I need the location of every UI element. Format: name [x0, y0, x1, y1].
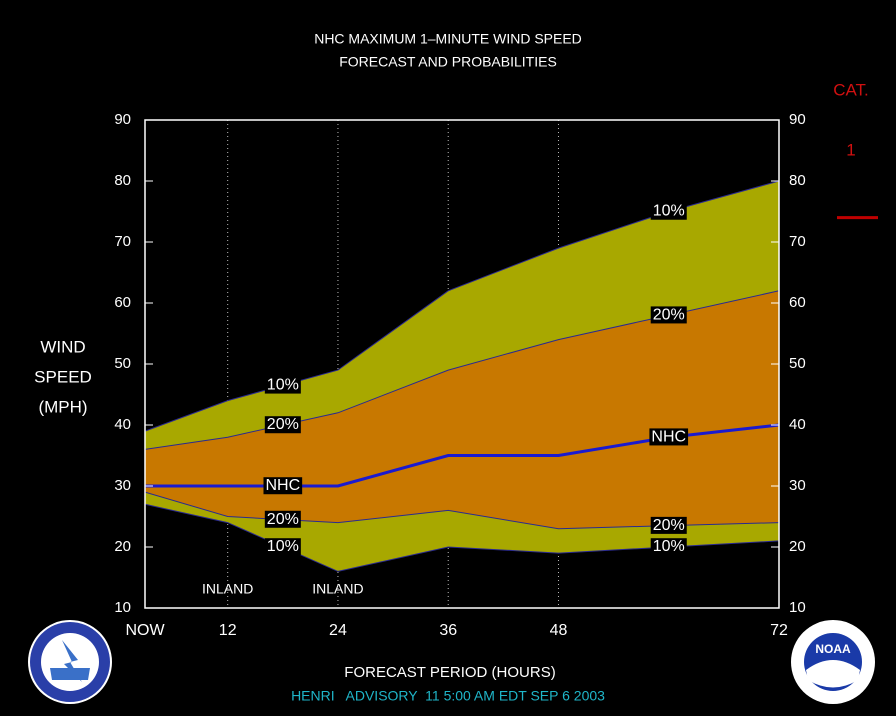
y2-tick-label: 70 [789, 233, 806, 250]
series-label-text: 10% [653, 538, 685, 555]
y-tick-label: 70 [114, 233, 131, 250]
series-label: 20% [650, 516, 687, 534]
y2-tick-label: 10 [789, 599, 806, 616]
series-label-text: 20% [267, 511, 299, 528]
series-label: NHC [649, 428, 689, 446]
y2-tick-label: 60 [789, 294, 806, 311]
y2-tick-label: 50 [789, 355, 806, 372]
y-tick-label: 40 [114, 416, 131, 433]
category-heading: CAT. [833, 80, 869, 99]
label-background [264, 510, 301, 528]
annotation: INLAND [202, 581, 253, 597]
series-label: 10% [264, 376, 301, 394]
y-tick-label: 90 [114, 111, 131, 128]
label-background [264, 376, 301, 394]
y-axis-label: (MPH) [38, 397, 87, 416]
annotation: INLAND [312, 581, 363, 597]
series-label-text: 20% [653, 517, 685, 534]
logo-shape [806, 660, 860, 688]
series-label-text: 10% [267, 377, 299, 394]
series-label: 10% [264, 538, 301, 556]
series-label-text: NHC [651, 428, 686, 445]
x-tick-label: NOW [125, 622, 165, 639]
series-label-text: NHC [265, 477, 300, 494]
series-label-text: 20% [653, 306, 685, 323]
logo-shape [50, 668, 90, 680]
series-label: 20% [264, 510, 301, 528]
series-label: 10% [650, 202, 687, 220]
label-background [649, 428, 689, 446]
y2-tick-label: 20 [789, 538, 806, 555]
y-tick-label: 20 [114, 538, 131, 555]
series-label: 20% [650, 306, 687, 324]
label-background [650, 516, 687, 534]
y-axis-label: SPEED [34, 367, 92, 386]
x-tick-label: 36 [439, 622, 457, 639]
x-tick-label: 24 [329, 622, 347, 639]
label-background [264, 416, 301, 434]
x-tick-label: 72 [770, 622, 788, 639]
label-background [650, 202, 687, 220]
chart-title: NHC MAXIMUM 1–MINUTE WIND SPEED [314, 31, 582, 47]
probability-band [145, 290, 779, 529]
x-tick-label: 12 [219, 622, 237, 639]
series-label: NHC [263, 477, 303, 495]
y-tick-label: 60 [114, 294, 131, 311]
series-label: 20% [264, 416, 301, 434]
y-tick-label: 10 [114, 599, 131, 616]
series-label: 10% [650, 538, 687, 556]
y2-tick-label: 40 [789, 416, 806, 433]
y2-tick-label: 30 [789, 477, 806, 494]
series-label-text: 10% [267, 538, 299, 555]
label-background [650, 538, 687, 556]
logo-shape [62, 640, 82, 682]
label-background [263, 477, 303, 495]
chart-subtitle: FORECAST AND PROBABILITIES [339, 54, 557, 70]
y-axis-label: WIND [40, 337, 85, 356]
y-tick-label: 50 [114, 355, 131, 372]
label-background [264, 538, 301, 556]
y2-tick-label: 90 [789, 111, 806, 128]
nws-logo [28, 620, 112, 704]
y-tick-label: 80 [114, 172, 131, 189]
series-label-text: 10% [653, 203, 685, 220]
series-label-text: 20% [267, 416, 299, 433]
noaa-logo: NOAA [791, 620, 875, 704]
category-value: 1 [846, 140, 855, 159]
label-background [650, 306, 687, 324]
y-tick-label: 30 [114, 477, 131, 494]
footer: HENRI ADVISORY 11 5:00 AM EDT SEP 6 2003 [291, 688, 605, 704]
x-axis-label: FORECAST PERIOD (HOURS) [344, 664, 555, 681]
x-tick-label: 48 [550, 622, 568, 639]
logo-text: NOAA [815, 642, 851, 656]
y2-tick-label: 80 [789, 172, 806, 189]
